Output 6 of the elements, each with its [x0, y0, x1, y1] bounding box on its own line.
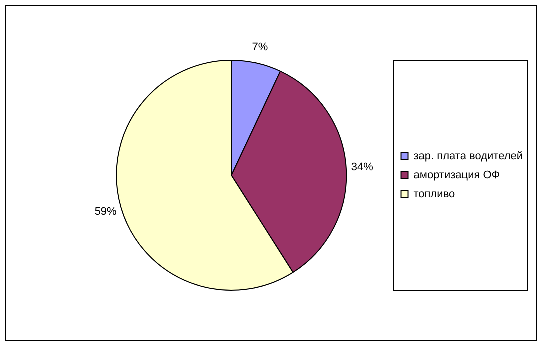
data-label: 59%: [94, 206, 118, 218]
legend-label: амортизация ОФ: [414, 170, 500, 182]
data-label: 7%: [252, 42, 268, 54]
data-label: 34%: [351, 161, 374, 174]
legend-label: зар. плата водителей: [414, 150, 524, 163]
legend-label: топливо: [414, 188, 456, 201]
